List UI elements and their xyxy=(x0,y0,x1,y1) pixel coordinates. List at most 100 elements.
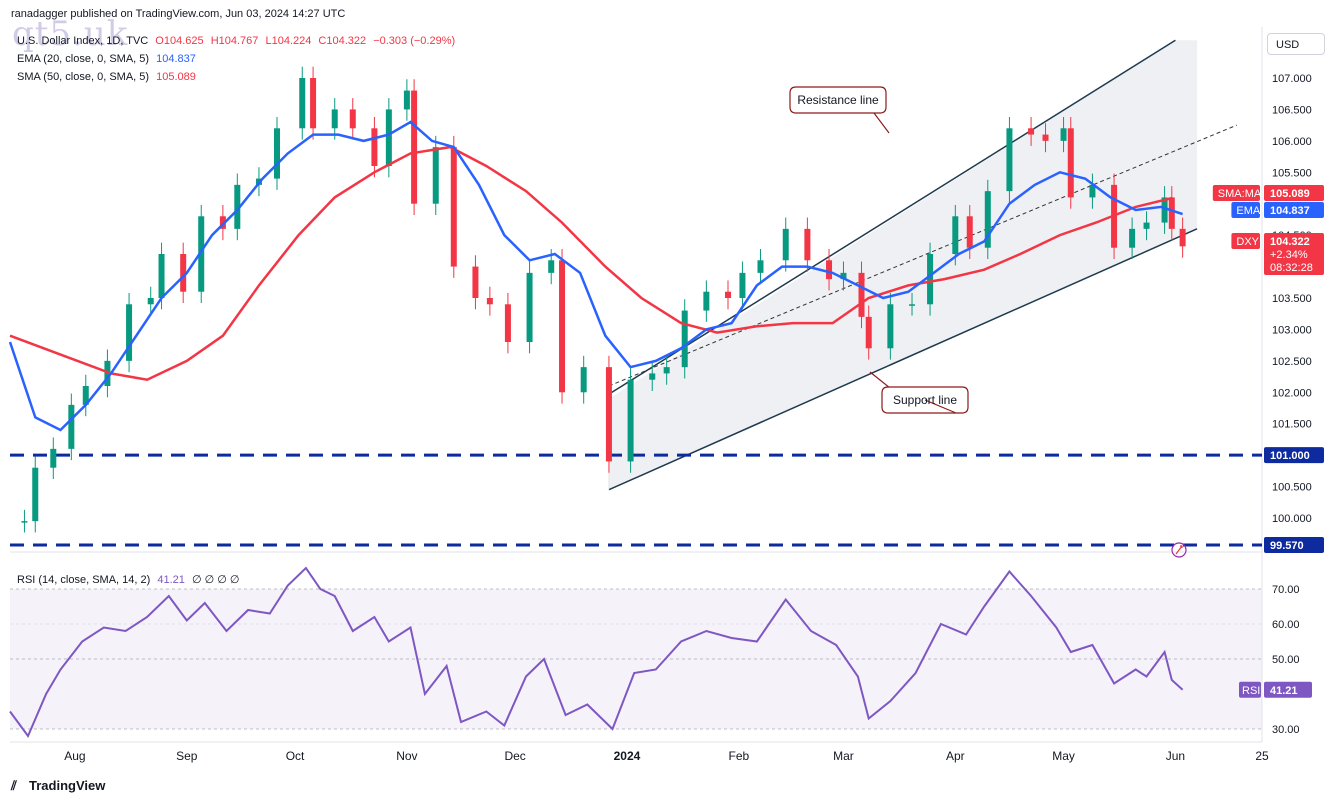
rsi-tick-label: 60.00 xyxy=(1272,619,1300,631)
candle-body[interactable] xyxy=(1089,184,1096,198)
candle-body[interactable] xyxy=(580,367,587,393)
candle-body[interactable] xyxy=(782,228,789,261)
candle-body[interactable] xyxy=(104,360,111,386)
candle-body[interactable] xyxy=(681,310,688,368)
candle-body[interactable] xyxy=(50,448,57,468)
time-tick-label: Dec xyxy=(504,749,525,763)
candle-body[interactable] xyxy=(68,404,75,449)
candle-body[interactable] xyxy=(82,386,89,405)
candle-body[interactable] xyxy=(1168,197,1175,229)
candle-body[interactable] xyxy=(605,367,612,462)
candle-body[interactable] xyxy=(331,109,338,129)
time-tick-label: Apr xyxy=(946,749,965,763)
rsi-legend[interactable]: RSI (14, close, SMA, 14, 2) 41.21 ∅ ∅ ∅ … xyxy=(17,573,243,586)
candle-body[interactable] xyxy=(126,304,133,361)
candle-body[interactable] xyxy=(234,184,241,229)
candle-body[interactable] xyxy=(887,304,894,349)
rsi-label: RSI (14, close, SMA, 14, 2) xyxy=(17,574,151,586)
time-tick-label: Oct xyxy=(286,749,305,763)
ema-tag-label-bg xyxy=(1231,202,1260,218)
candle-body[interactable] xyxy=(486,298,493,305)
candle-body[interactable] xyxy=(472,266,479,298)
support-line[interactable] xyxy=(608,228,1198,491)
price-tick-label: 102.000 xyxy=(1272,387,1312,399)
symbol-legend[interactable]: U.S. Dollar Index, 1D, TVC O104.625 H104… xyxy=(17,35,459,47)
candle-body[interactable] xyxy=(21,521,28,523)
candle-body[interactable] xyxy=(1129,228,1136,248)
ema-tag-value: 104.837 xyxy=(1270,205,1310,217)
candle-body[interactable] xyxy=(385,109,392,166)
candle-body[interactable] xyxy=(1006,128,1013,192)
candle-body[interactable] xyxy=(349,109,356,129)
candle-body[interactable] xyxy=(649,373,656,380)
resistance-line[interactable] xyxy=(608,39,1176,395)
candle-body[interactable] xyxy=(1143,222,1150,229)
ema-line[interactable] xyxy=(8,120,1183,432)
channel-midline[interactable] xyxy=(608,124,1237,387)
candle-body[interactable] xyxy=(504,304,511,342)
candle-body[interactable] xyxy=(432,147,439,204)
candle-body[interactable] xyxy=(403,90,410,110)
candle-body[interactable] xyxy=(663,367,670,374)
candle-body[interactable] xyxy=(526,272,533,342)
alert-icon[interactable] xyxy=(1171,542,1187,558)
time-tick-label: 25 xyxy=(1255,749,1269,763)
candle-body[interactable] xyxy=(371,128,378,166)
candle-body[interactable] xyxy=(32,467,39,522)
candle-body[interactable] xyxy=(966,216,973,248)
candle-body[interactable] xyxy=(757,260,764,273)
candle-body[interactable] xyxy=(1179,228,1186,247)
dxy-tag-extra: +2.34% xyxy=(1270,249,1308,261)
candle-body[interactable] xyxy=(865,316,872,349)
ema-legend[interactable]: EMA (20, close, 0, SMA, 5) 104.837 xyxy=(17,53,200,65)
sma-line[interactable] xyxy=(9,145,1173,381)
candle-body[interactable] xyxy=(703,291,710,311)
price-tick-label: 100.000 xyxy=(1272,513,1312,525)
candle-body[interactable] xyxy=(627,379,634,462)
candle-body[interactable] xyxy=(450,147,457,267)
resistance-callout-box[interactable] xyxy=(789,86,887,114)
dxy-tag-label: DXY xyxy=(1236,236,1259,248)
rsi-line[interactable] xyxy=(9,566,1184,738)
candle-body[interactable] xyxy=(909,304,916,306)
candle-body[interactable] xyxy=(299,78,306,129)
candle-body[interactable] xyxy=(984,191,991,248)
candle-body[interactable] xyxy=(739,272,746,298)
candle-body[interactable] xyxy=(158,254,165,298)
candle-body[interactable] xyxy=(952,216,959,254)
time-tick-label: May xyxy=(1052,749,1075,763)
candle-body[interactable] xyxy=(548,260,555,273)
candle-body[interactable] xyxy=(840,272,847,280)
candle-body[interactable] xyxy=(858,272,865,317)
candle-body[interactable] xyxy=(273,128,280,179)
candle-body[interactable] xyxy=(198,216,205,292)
candle-body[interactable] xyxy=(1028,128,1035,135)
candle-body[interactable] xyxy=(219,216,226,229)
candle-body[interactable] xyxy=(411,90,418,204)
candle-body[interactable] xyxy=(1060,128,1067,141)
tradingview-logo[interactable]: ⫽ TradingView xyxy=(11,778,105,794)
candle-body[interactable] xyxy=(180,254,187,292)
time-tick-label: Nov xyxy=(396,749,417,763)
candle-body[interactable] xyxy=(725,291,732,298)
candle-body[interactable] xyxy=(1161,197,1168,223)
sma-label: SMA (50, close, 0, SMA, 5) xyxy=(17,71,150,83)
candle-body[interactable] xyxy=(310,78,317,129)
support-callout-text: Support line xyxy=(893,393,957,407)
price-tick-label: 101.500 xyxy=(1272,419,1312,431)
currency-button[interactable]: USD xyxy=(1267,33,1325,55)
sma-tag-value: 105.089 xyxy=(1270,188,1310,200)
alert-arrow-icon xyxy=(1175,545,1183,555)
candle-body[interactable] xyxy=(1067,128,1074,198)
support-callout-pointer-top xyxy=(869,371,891,389)
candle-body[interactable] xyxy=(1042,134,1049,141)
sma-legend[interactable]: SMA (50, close, 0, SMA, 5) 105.089 xyxy=(17,71,200,83)
candle-body[interactable] xyxy=(559,260,566,393)
candle-body[interactable] xyxy=(927,254,934,305)
candle-body[interactable] xyxy=(147,298,154,305)
candle-body[interactable] xyxy=(826,260,833,280)
candle-body[interactable] xyxy=(804,228,811,261)
high-value: H104.767 xyxy=(210,35,259,47)
ema-label: EMA (20, close, 0, SMA, 5) xyxy=(17,53,150,65)
